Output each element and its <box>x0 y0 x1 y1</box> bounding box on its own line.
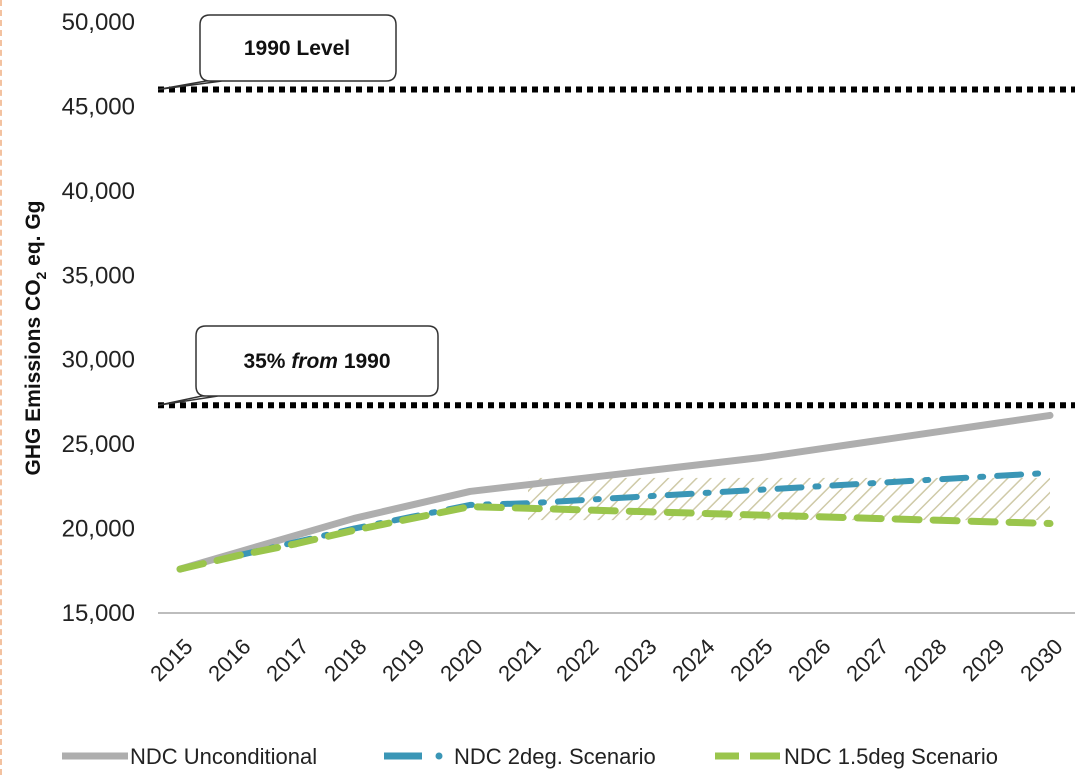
legend-label-unconditional: NDC Unconditional <box>130 744 317 769</box>
x-tick-label: 2022 <box>551 634 603 686</box>
y-axis-label: GHG Emissions CO2 eq. Gg <box>22 200 49 475</box>
y-tick-label: 50,000 <box>62 9 135 36</box>
x-tick-label: 2023 <box>609 634 661 686</box>
y-tick-label: 30,000 <box>62 347 135 374</box>
callout-1990-level: 1990 Level <box>157 14 397 91</box>
legend-item-unconditional: NDC Unconditional <box>62 744 317 769</box>
x-tick-label: 2029 <box>957 634 1009 686</box>
x-tick-label: 2025 <box>725 634 777 686</box>
y-tick-label: 15,000 <box>62 600 135 627</box>
legend: NDC Unconditional NDC 2deg. Scenario NDC… <box>62 744 998 769</box>
legend-item-15deg: NDC 1.5deg Scenario <box>715 744 998 769</box>
legend-label-2deg: NDC 2deg. Scenario <box>454 744 656 769</box>
page-left-dashed-border <box>0 0 4 775</box>
x-axis-ticks: 2015 2016 2017 2018 2019 2020 2021 2022 2023 2024… <box>145 634 1067 686</box>
x-tick-label: 2015 <box>145 634 197 686</box>
x-tick-label: 2017 <box>261 634 313 686</box>
y-tick-label: 25,000 <box>62 431 135 458</box>
x-tick-label: 2018 <box>319 634 371 686</box>
x-tick-label: 2030 <box>1015 634 1067 686</box>
reference-lines <box>158 86 1075 409</box>
callout-1990-level-text: 1990 Level <box>244 37 350 60</box>
y-axis-ticks: 15,000 20,000 25,000 30,000 35,000 40,000 45,0… <box>62 9 135 627</box>
x-tick-label: 2027 <box>841 634 893 686</box>
y-tick-label: 40,000 <box>62 178 135 205</box>
x-tick-label: 2016 <box>203 634 255 686</box>
callout-35-percent-text: 35% from 1990 <box>243 350 390 373</box>
y-tick-label: 20,000 <box>62 516 135 543</box>
x-tick-label: 2024 <box>667 634 719 686</box>
legend-swatch-2deg-dot <box>435 752 443 760</box>
y-tick-label: 45,000 <box>62 93 135 120</box>
series-2deg <box>177 469 1053 573</box>
x-tick-label: 2020 <box>435 634 487 686</box>
x-tick-label: 2028 <box>899 634 951 686</box>
callout-35-percent: 35% from 1990 <box>157 325 439 407</box>
series-unconditional <box>176 411 1054 573</box>
x-tick-label: 2026 <box>783 634 835 686</box>
series-lines <box>176 411 1054 573</box>
x-tick-label: 2019 <box>377 634 429 686</box>
legend-item-2deg: NDC 2deg. Scenario <box>384 744 656 769</box>
x-tick-label: 2021 <box>493 634 545 686</box>
legend-label-15deg: NDC 1.5deg Scenario <box>784 744 998 769</box>
series-15deg <box>176 503 1054 573</box>
y-tick-label: 35,000 <box>62 262 135 289</box>
